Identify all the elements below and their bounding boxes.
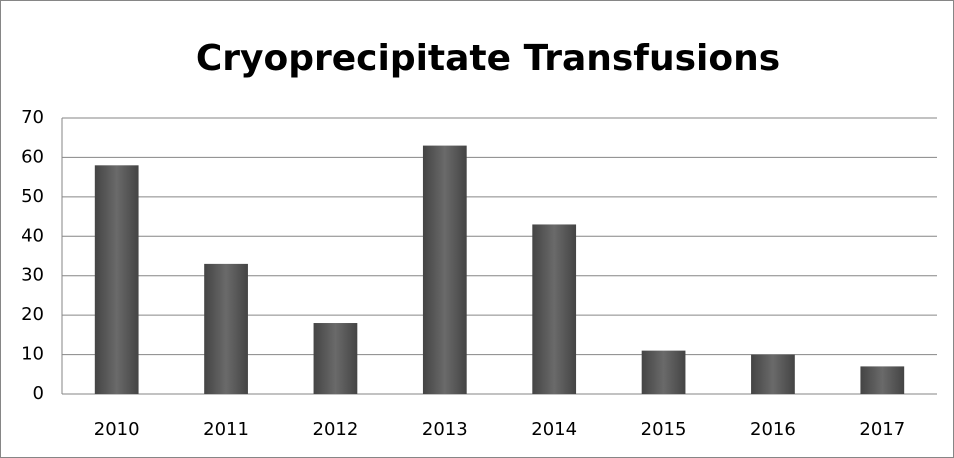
y-tick-label: 0 [33, 383, 44, 404]
bar [532, 224, 577, 394]
x-tick-label: 2016 [750, 419, 796, 440]
x-tick-label: 2014 [531, 419, 577, 440]
x-tick-label: 2010 [94, 419, 140, 440]
chart-title: Cryoprecipitate Transfusions [196, 38, 780, 79]
x-tick-label: 2017 [859, 419, 905, 440]
bar [641, 350, 686, 394]
x-tick-label: 2015 [641, 419, 687, 440]
x-tick-label: 2012 [313, 419, 359, 440]
y-tick-label: 60 [21, 146, 44, 167]
bar [422, 145, 467, 394]
bar [313, 323, 358, 394]
x-tick-label: 2013 [422, 419, 468, 440]
bar [860, 366, 905, 394]
bar [751, 354, 795, 394]
y-tick-label: 50 [21, 186, 44, 207]
y-tick-label: 10 [21, 344, 44, 365]
y-tick-label: 70 [21, 107, 44, 128]
bar [204, 263, 248, 394]
bar [94, 165, 139, 394]
y-tick-label: 20 [21, 304, 44, 325]
y-tick-label: 30 [21, 265, 44, 286]
x-tick-label: 2011 [203, 419, 249, 440]
y-tick-label: 40 [21, 225, 44, 246]
